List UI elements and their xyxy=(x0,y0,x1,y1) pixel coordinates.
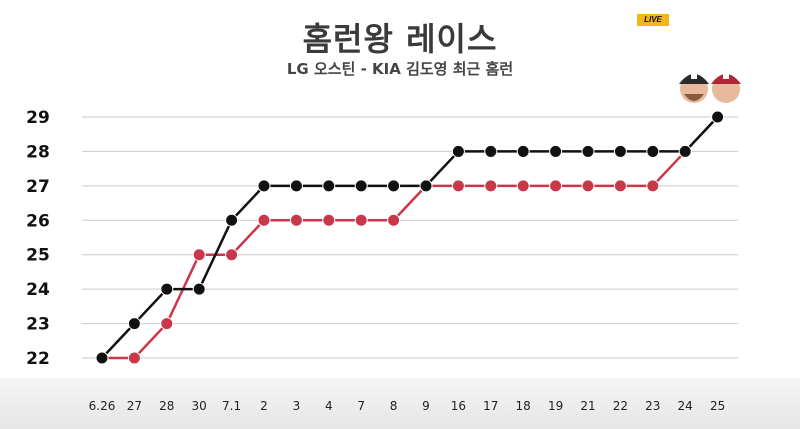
series-0-point xyxy=(613,144,627,158)
series-0-point xyxy=(419,179,433,193)
series-0-point xyxy=(711,110,725,124)
x-tick-label: 23 xyxy=(645,399,660,413)
beard-shape xyxy=(684,94,704,101)
series-1-point xyxy=(192,248,206,262)
x-tick-label: 30 xyxy=(192,399,207,413)
series-1-point xyxy=(484,179,498,193)
y-axis-ticks: 22 23 24 25 26 27 28 29 xyxy=(26,108,50,369)
series-1-point xyxy=(289,213,303,227)
y-tick-label: 26 xyxy=(26,211,50,231)
y-tick-label: 22 xyxy=(26,349,50,369)
grid-lines xyxy=(82,116,738,359)
series-0-point xyxy=(127,317,141,331)
series-1-point xyxy=(451,179,465,193)
player-icons xyxy=(679,73,741,103)
y-tick-label: 25 xyxy=(26,246,50,266)
series-1-point xyxy=(581,179,595,193)
series-0-point xyxy=(225,213,239,227)
series-0-point xyxy=(678,144,692,158)
series-1-point xyxy=(127,351,141,365)
series-0-point xyxy=(516,144,530,158)
series-1-point xyxy=(322,213,336,227)
x-tick-label: 2 xyxy=(260,399,268,413)
series-0-point xyxy=(387,179,401,193)
x-tick-label: 6.26 xyxy=(89,399,116,413)
cap-logo xyxy=(723,73,729,79)
x-axis-band xyxy=(0,378,800,429)
x-tick-label: 4 xyxy=(325,399,333,413)
x-axis-ticks: 6.26 27 28 30 7.1 2 3 4 7 8 9 16 17 18 19 21 22 23 24 25 xyxy=(89,399,726,413)
series-1-point xyxy=(225,248,239,262)
player-portrait-kim-doyoung-icon xyxy=(711,73,741,103)
series-0-point xyxy=(192,282,206,296)
x-tick-label: 28 xyxy=(159,399,174,413)
series-1-point xyxy=(516,179,530,193)
cap-logo xyxy=(691,73,697,79)
series-0-point xyxy=(289,179,303,193)
x-tick-label: 21 xyxy=(580,399,595,413)
x-tick-label: 8 xyxy=(390,399,398,413)
series-0-point xyxy=(581,144,595,158)
series-0-point xyxy=(646,144,660,158)
x-tick-label: 7 xyxy=(357,399,365,413)
live-badge: LIVE xyxy=(637,14,669,26)
y-tick-label: 28 xyxy=(26,142,50,162)
series-0-point xyxy=(257,179,271,193)
x-tick-label: 27 xyxy=(127,399,142,413)
x-tick-label: 3 xyxy=(293,399,301,413)
x-tick-label: 22 xyxy=(613,399,628,413)
x-tick-label: 18 xyxy=(516,399,531,413)
y-tick-label: 27 xyxy=(26,177,50,197)
series-layer xyxy=(95,110,725,365)
series-0-point xyxy=(549,144,563,158)
x-tick-label: 25 xyxy=(710,399,725,413)
x-tick-label: 7.1 xyxy=(222,399,241,413)
series-0-point xyxy=(95,351,109,365)
x-tick-label: 24 xyxy=(678,399,693,413)
series-0-point xyxy=(322,179,336,193)
series-1-point xyxy=(257,213,271,227)
y-tick-label: 29 xyxy=(26,108,50,128)
series-1-point xyxy=(646,179,660,193)
x-tick-label: 17 xyxy=(483,399,498,413)
x-tick-label: 16 xyxy=(451,399,466,413)
y-tick-label: 23 xyxy=(26,315,50,335)
player-portrait-austin-icon xyxy=(679,73,709,103)
series-0-point xyxy=(484,144,498,158)
y-tick-label: 24 xyxy=(26,280,50,300)
x-tick-label: 9 xyxy=(422,399,430,413)
series-1-point xyxy=(160,317,174,331)
series-1-point xyxy=(549,179,563,193)
series-0-point xyxy=(160,282,174,296)
series-1-point xyxy=(387,213,401,227)
series-1-point xyxy=(354,213,368,227)
x-tick-label: 19 xyxy=(548,399,563,413)
series-0-point xyxy=(354,179,368,193)
series-0-point xyxy=(451,144,465,158)
chart-title: 홈런왕 레이스 xyxy=(302,20,498,58)
series-1-point xyxy=(613,179,627,193)
chart-subtitle: LG 오스틴 - KIA 김도영 최근 홈런 xyxy=(286,60,514,78)
